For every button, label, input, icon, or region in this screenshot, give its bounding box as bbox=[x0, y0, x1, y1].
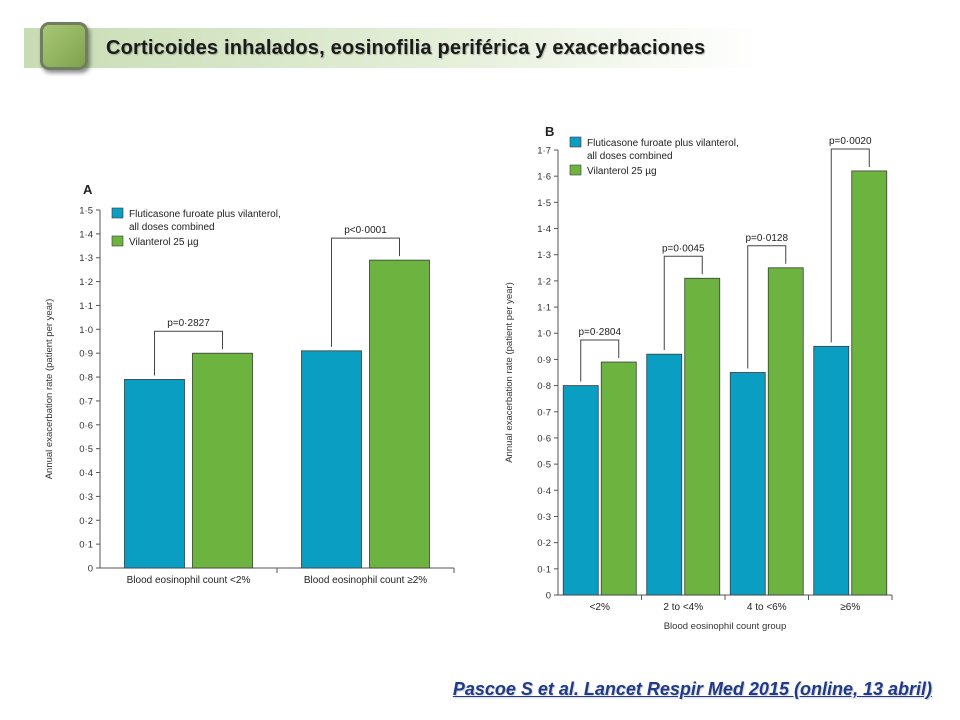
panel-b-y-tick-label: 0·8 bbox=[537, 381, 551, 392]
panel-a-y-tick-label: 0·7 bbox=[79, 396, 93, 407]
panel-b-y-tick-label: 1·7 bbox=[537, 146, 551, 157]
panel-a-y-tick-label: 1·5 bbox=[79, 206, 93, 217]
panel-a-y-tick-label: 1·3 bbox=[79, 253, 93, 264]
panel-b-category-label: ≥6% bbox=[840, 602, 860, 613]
panel-b-bar-vilanterol bbox=[851, 170, 888, 596]
panel-b-category-label: <2% bbox=[590, 602, 610, 613]
panel-b-legend-label-vilanterol: Vilanterol 25 µg bbox=[587, 166, 657, 177]
panel-a-category-label: Blood eosinophil count ≥2% bbox=[304, 575, 427, 586]
panel-b-y-tick-label: 0·2 bbox=[537, 538, 551, 549]
panel-b-y-tick-label: 0·5 bbox=[537, 460, 551, 471]
panel-b-legend-swatch-fluticasone bbox=[569, 136, 582, 148]
panel-a-legend-swatch-vilanterol bbox=[111, 235, 124, 247]
panel-a-panel-letter: A bbox=[83, 182, 93, 197]
panel-b-y-tick-label: 1·6 bbox=[537, 172, 551, 183]
slide-title: Corticoides inhalados, eosinofilia perif… bbox=[106, 37, 706, 59]
panel-b-panel-letter: B bbox=[545, 124, 554, 139]
title-bullet-square bbox=[40, 22, 88, 70]
panel-b-y-tick-label: 0·6 bbox=[537, 433, 551, 444]
title-band bbox=[24, 28, 760, 68]
chart-panel-a: A 0 0·1 0·2 0·3 0·4 0·5 0·6 0·7 0·8 0·9 1·0 1·1 1·2 1·… bbox=[44, 182, 455, 586]
panel-b-category-label: 2 to <4% bbox=[663, 602, 703, 613]
panel-b-y-tick-label: 1·4 bbox=[537, 224, 551, 235]
panel-b-p-value-label: p=0·0128 bbox=[745, 233, 788, 244]
panel-b-y-tick-label: 0 bbox=[546, 591, 551, 602]
panel-b-legend-label-fluticasone-line2: all doses combined bbox=[587, 151, 673, 162]
panel-b-legend-label-fluticasone: Fluticasone furoate plus vilanterol, bbox=[587, 138, 739, 149]
panel-a-bar-vilanterol bbox=[192, 352, 253, 569]
panel-b-bar-fluticasone bbox=[646, 353, 683, 596]
panel-a-legend-label-fluticasone: Fluticasone furoate plus vilanterol, bbox=[129, 209, 281, 220]
panel-b-y-tick-label: 0·9 bbox=[537, 355, 551, 366]
panel-b-y-axis-title: Annual exacerbation rate (patient per ye… bbox=[504, 282, 515, 463]
panel-a-bar-vilanterol bbox=[369, 259, 430, 569]
panel-a-significance-bracket bbox=[154, 330, 223, 376]
panel-b-p-value-label: p=0·0020 bbox=[829, 136, 872, 147]
panel-b-y-tick-label: 0·7 bbox=[537, 407, 551, 418]
panel-b-category-label: 4 to <6% bbox=[747, 602, 787, 613]
panel-a-y-tick-label: 1·4 bbox=[79, 229, 93, 240]
panel-b-y-tick-label: 1·3 bbox=[537, 250, 551, 261]
panel-a-y-tick-label: 0·4 bbox=[79, 468, 93, 479]
panel-a-bar-fluticasone bbox=[301, 350, 362, 569]
panel-a-y-axis-title: Annual exacerbation rate (patient per ye… bbox=[44, 299, 55, 480]
panel-b-x-axis-title: Blood eosinophil count group bbox=[664, 621, 787, 632]
panel-a-y-tick-label: 0·5 bbox=[79, 444, 93, 455]
panel-a-y-tick-label: 0·9 bbox=[79, 349, 93, 360]
panel-b-y-tick-label: 0·1 bbox=[537, 564, 551, 575]
panel-a-y-tick-label: 0 bbox=[88, 564, 93, 575]
panel-a-y-tick-label: 1·0 bbox=[79, 325, 93, 336]
panel-b-y-tick-label: 1·0 bbox=[537, 329, 551, 340]
panel-a-p-value-label: p<0·0001 bbox=[344, 225, 387, 236]
panel-a-y-tick-label: 0·1 bbox=[79, 540, 93, 551]
citation[interactable]: Pascoe S et al. Lancet Respir Med 2015 (… bbox=[452, 679, 932, 699]
panel-a-category-label: Blood eosinophil count <2% bbox=[127, 575, 251, 586]
panel-b-bar-fluticasone bbox=[562, 385, 599, 596]
panel-b-bar-vilanterol bbox=[684, 277, 721, 596]
panel-b-p-value-label: p=0·2804 bbox=[578, 327, 621, 338]
panel-a-y-tick-label: 1·2 bbox=[79, 277, 93, 288]
panel-a-p-value-label: p=0·2827 bbox=[167, 318, 210, 329]
panel-b-significance-bracket bbox=[580, 339, 620, 382]
panel-b-legend-swatch-vilanterol bbox=[569, 164, 582, 176]
panel-a-legend-label-vilanterol: Vilanterol 25 µg bbox=[129, 237, 199, 248]
panel-a-bar-fluticasone bbox=[124, 379, 185, 569]
panel-b-p-value-label: p=0·0045 bbox=[662, 243, 705, 254]
panel-a-legend-swatch-fluticasone bbox=[111, 207, 124, 219]
panel-b-bar-fluticasone bbox=[813, 345, 850, 596]
panel-b-significance-bracket bbox=[830, 148, 870, 343]
panel-a-significance-bracket bbox=[331, 237, 400, 347]
panel-b-y-tick-label: 0·4 bbox=[537, 486, 551, 497]
panel-b-y-tick-label: 1·1 bbox=[537, 303, 551, 314]
panel-b-y-tick-label: 1·2 bbox=[537, 276, 551, 287]
panel-b-bar-vilanterol bbox=[600, 361, 637, 596]
panel-b-bar-vilanterol bbox=[767, 267, 804, 596]
panel-b-y-tick-label: 0·3 bbox=[537, 512, 551, 523]
panel-a-y-tick-label: 0·6 bbox=[79, 420, 93, 431]
panel-b-significance-bracket bbox=[747, 245, 787, 369]
panel-a-y-tick-label: 0·2 bbox=[79, 516, 93, 527]
panel-a-y-tick-label: 1·1 bbox=[79, 301, 93, 312]
panel-a-legend-label-fluticasone-line2: all doses combined bbox=[129, 222, 215, 233]
panel-a-y-tick-label: 0·3 bbox=[79, 492, 93, 503]
panel-b-significance-bracket bbox=[663, 255, 703, 351]
panel-b-bar-fluticasone bbox=[729, 372, 766, 596]
panel-a-y-tick-label: 0·8 bbox=[79, 373, 93, 384]
chart-panel-b: B 0 0·1 0·2 0·3 0·4 0·5 0·6 0·7 0·8 0·9 1·0 1·1 1·2 1·… bbox=[504, 124, 893, 632]
panel-b-y-tick-label: 1·5 bbox=[537, 198, 551, 209]
